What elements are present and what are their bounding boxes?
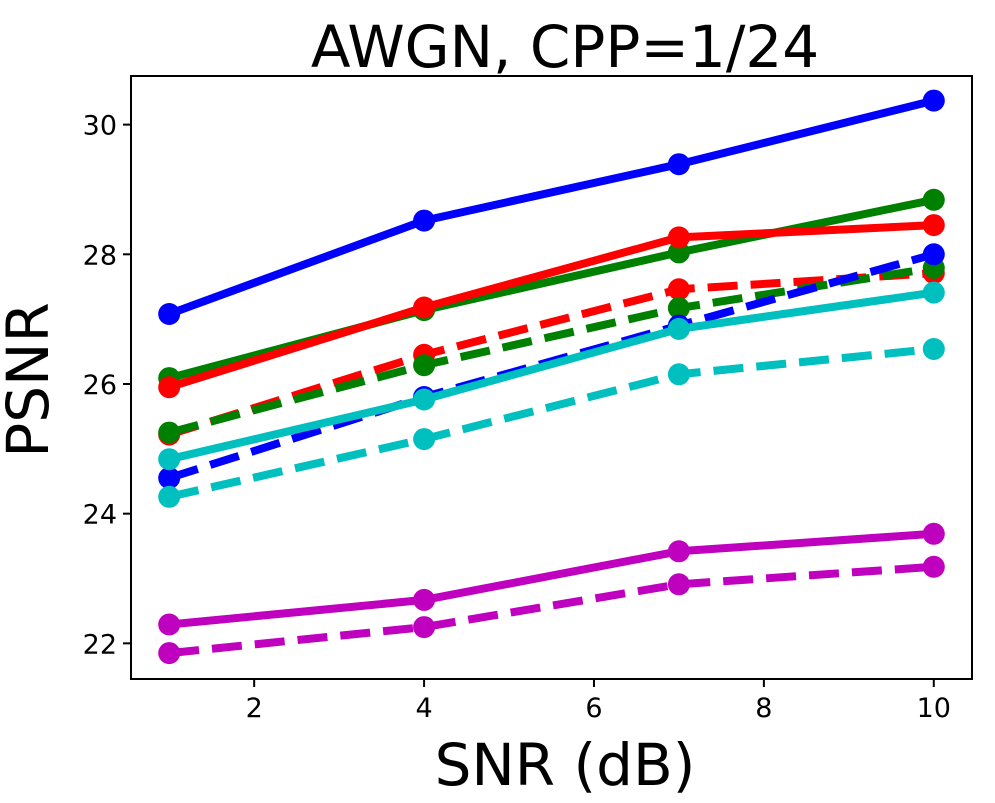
x-tick-label: 6 [585, 693, 602, 724]
data-point-magenta-dashed [667, 573, 690, 596]
data-point-magenta-solid [667, 540, 690, 563]
data-point-red-solid [667, 226, 690, 249]
data-point-blue-dashed [922, 243, 945, 266]
x-tick-label: 10 [917, 693, 951, 724]
data-point-cyan-dashed [158, 485, 181, 508]
data-point-red-solid [922, 214, 945, 237]
data-point-magenta-dashed [413, 616, 436, 639]
series-line-blue-solid [167, 96, 935, 318]
data-point-blue-dashed [158, 467, 181, 489]
series-red-solid [158, 214, 945, 399]
data-point-cyan-solid [158, 448, 181, 471]
series-blue-solid [158, 89, 945, 325]
data-point-green-dashed [413, 354, 436, 377]
y-tick-label: 22 [83, 629, 117, 660]
data-point-red-solid [413, 296, 436, 319]
series-line-magenta-solid [168, 529, 935, 629]
data-point-cyan-solid [667, 317, 690, 340]
y-axis-label: PSNR [0, 302, 62, 457]
y-tick-label: 28 [83, 240, 117, 271]
series-line-red-dashed [168, 269, 935, 439]
data-point-red-solid [158, 376, 181, 399]
x-tick-label: 8 [755, 693, 772, 724]
series-magenta-dashed [158, 555, 945, 665]
data-point-magenta-dashed [158, 642, 181, 665]
data-point-green-dashed [667, 297, 690, 320]
data-point-cyan-dashed [413, 428, 436, 451]
y-tick-label: 30 [83, 111, 117, 142]
data-point-red-dashed [667, 278, 690, 301]
series-line-red-solid [168, 221, 934, 392]
series-line-cyan-dashed [168, 345, 935, 501]
series-cyan-dashed [158, 338, 945, 508]
series-cyan-solid [158, 281, 945, 471]
plot-frame [130, 75, 973, 680]
data-point-magenta-solid [158, 613, 181, 636]
data-point-cyan-dashed [922, 338, 945, 360]
data-series [158, 89, 945, 665]
series-magenta-solid [158, 522, 945, 636]
chart-title: AWGN, CPP=1/24 [311, 13, 819, 81]
data-point-blue-solid [922, 89, 945, 112]
data-point-magenta-dashed [922, 555, 945, 578]
data-point-blue-solid [158, 303, 181, 325]
data-point-green-solid [922, 188, 945, 211]
data-point-magenta-solid [922, 522, 945, 545]
y-tick-label: 24 [83, 500, 117, 531]
x-axis-label: SNR (dB) [435, 731, 696, 799]
data-point-blue-solid [413, 209, 436, 232]
data-point-blue-solid [667, 153, 690, 176]
data-point-cyan-dashed [667, 363, 690, 386]
x-tick-label: 4 [415, 693, 432, 724]
series-line-cyan-solid [168, 288, 935, 464]
y-tick-label: 26 [83, 370, 117, 401]
data-point-cyan-solid [922, 281, 945, 304]
data-point-green-dashed [158, 421, 181, 444]
data-point-magenta-solid [413, 588, 436, 611]
x-tick-label: 2 [246, 693, 263, 724]
data-point-cyan-solid [413, 388, 436, 411]
